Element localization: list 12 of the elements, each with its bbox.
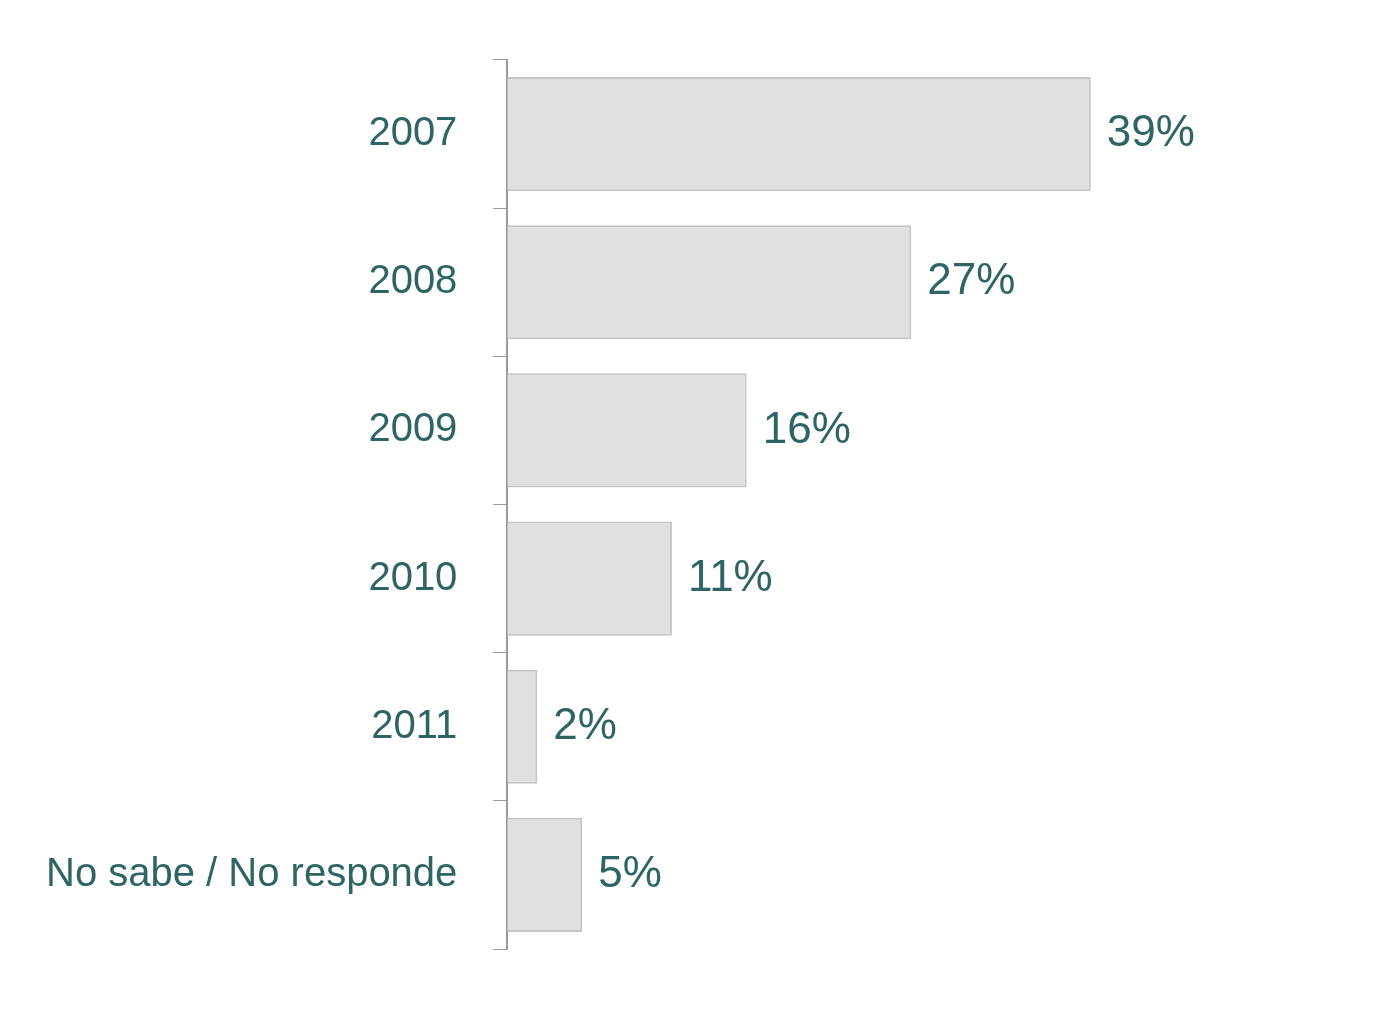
data-label: 27% xyxy=(927,254,1016,304)
data-label: 2% xyxy=(553,698,617,748)
y-tick-label: 2008 xyxy=(368,257,458,302)
data-label: 39% xyxy=(1106,106,1195,156)
data-label: 16% xyxy=(762,402,851,452)
y-tick-label: 2011 xyxy=(371,701,458,746)
y-tick-label: 2007 xyxy=(368,109,458,154)
data-label: 11% xyxy=(687,550,773,600)
data-label: 5% xyxy=(598,847,662,897)
y-tick-label: 2010 xyxy=(368,553,458,598)
y-tick-label: 2009 xyxy=(368,405,458,450)
y-tick-label: No sabe / No responde xyxy=(45,849,458,894)
